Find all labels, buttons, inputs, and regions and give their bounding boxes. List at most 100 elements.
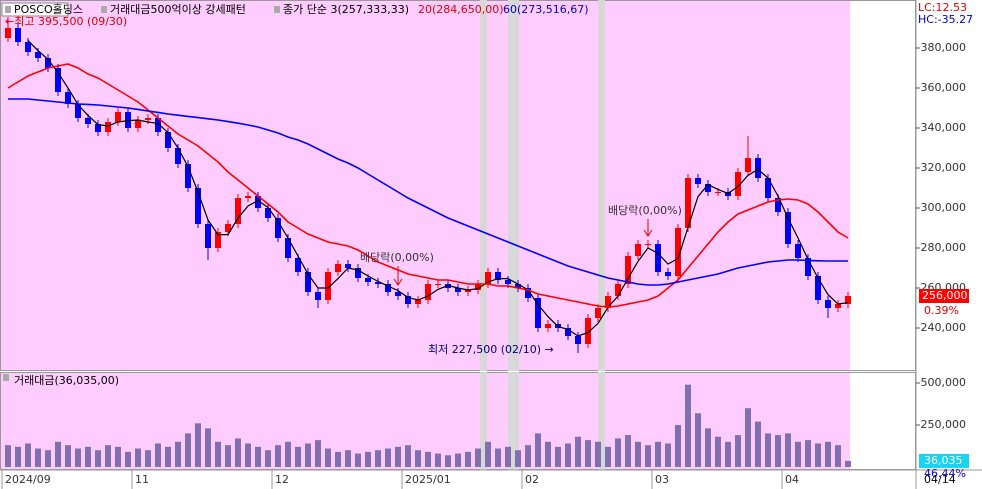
candle-body bbox=[265, 208, 271, 218]
holiday-band bbox=[508, 372, 519, 470]
volume-bar bbox=[5, 445, 11, 467]
candle-body bbox=[545, 324, 551, 328]
volume-bar bbox=[575, 436, 581, 467]
volume-bar bbox=[715, 436, 721, 467]
ratio-label: 46.44% bbox=[924, 467, 966, 480]
candle-body bbox=[205, 224, 211, 248]
candle-body bbox=[75, 104, 81, 118]
candle-body bbox=[65, 92, 71, 104]
candle-body bbox=[575, 336, 581, 344]
volume-bar bbox=[55, 441, 61, 467]
volume-bar bbox=[695, 413, 701, 467]
icon bbox=[274, 6, 280, 13]
volume-bar bbox=[455, 453, 461, 467]
candle-body bbox=[805, 258, 811, 276]
volume-bar bbox=[475, 448, 481, 467]
volume-bar bbox=[385, 448, 391, 467]
candle-body bbox=[415, 300, 421, 304]
icon bbox=[5, 6, 11, 13]
volume-bar bbox=[255, 446, 261, 467]
candle-body bbox=[225, 224, 231, 232]
volume-title: 거래대금(36,035,00) bbox=[14, 374, 119, 387]
candle-body bbox=[735, 172, 741, 196]
volume-bar bbox=[525, 445, 531, 467]
volume-bar bbox=[215, 441, 221, 467]
candle-body bbox=[175, 148, 181, 164]
volume-bar bbox=[245, 443, 251, 467]
volume-bar bbox=[595, 441, 601, 467]
candle-body bbox=[465, 290, 471, 292]
candle-body bbox=[235, 198, 241, 224]
candle-body bbox=[785, 212, 791, 244]
volume-bar bbox=[725, 441, 731, 467]
x-tick-label: 02 bbox=[525, 473, 539, 486]
candle-body bbox=[135, 120, 141, 128]
volume-bar bbox=[835, 445, 841, 467]
candle-body bbox=[825, 300, 831, 308]
dividend-annotation: 배당락(0,00%) bbox=[360, 251, 434, 264]
volume-bar bbox=[155, 443, 161, 467]
y-tick-label: 320,000 bbox=[921, 161, 967, 174]
candle-body bbox=[145, 118, 151, 120]
volume-bar bbox=[35, 448, 41, 467]
candle-body bbox=[345, 264, 351, 268]
candle-body bbox=[625, 256, 631, 284]
volume-bar bbox=[405, 445, 411, 467]
candle-body bbox=[245, 196, 251, 198]
y-tick-label: 250,000 bbox=[921, 418, 967, 431]
volume-bar bbox=[565, 443, 571, 467]
candle-body bbox=[645, 244, 651, 245]
volume-bar bbox=[285, 441, 291, 467]
volume-bar bbox=[775, 435, 781, 467]
volume-bar bbox=[205, 428, 211, 467]
dividend-arrow bbox=[393, 266, 403, 286]
chart-subtitle: 거래대금500억이상 강세패턴 bbox=[110, 3, 246, 16]
volume-bar bbox=[415, 450, 421, 467]
volume-bar bbox=[795, 441, 801, 467]
candle-body bbox=[745, 158, 751, 172]
volume-bar bbox=[395, 446, 401, 467]
volume-bar bbox=[25, 443, 31, 467]
volume-bar bbox=[65, 445, 71, 467]
candle-body bbox=[655, 244, 661, 272]
volume-bar bbox=[265, 450, 271, 467]
candle-body bbox=[35, 52, 41, 58]
volume-bar bbox=[505, 446, 511, 467]
volume-bar bbox=[105, 445, 111, 467]
volume-bar bbox=[335, 451, 341, 467]
volume-bar bbox=[645, 445, 651, 467]
candle-body bbox=[525, 288, 531, 298]
x-tick-label: 2024/09 bbox=[5, 473, 51, 486]
candle-body bbox=[195, 188, 201, 224]
volume-bar bbox=[785, 433, 791, 467]
holiday-band bbox=[508, 0, 519, 371]
candle-body bbox=[615, 284, 621, 296]
candle-body bbox=[685, 178, 691, 228]
volume-bar bbox=[115, 446, 121, 467]
candle-body bbox=[45, 58, 51, 68]
candle-body bbox=[635, 244, 641, 256]
volume-bar bbox=[15, 446, 21, 467]
candle-body bbox=[365, 278, 371, 282]
price-tag-label: 256,000 bbox=[922, 289, 968, 302]
dividend-annotation: 배당락(0,00%) bbox=[608, 204, 682, 217]
volume-bar bbox=[195, 423, 201, 467]
volume-bar bbox=[815, 443, 821, 467]
volume-bar bbox=[555, 446, 561, 467]
ma-line bbox=[8, 98, 848, 286]
volume-bar bbox=[175, 441, 181, 467]
ma-line bbox=[27, 40, 849, 337]
volume-bar bbox=[805, 440, 811, 467]
volume-bar bbox=[365, 451, 371, 467]
holiday-band bbox=[480, 0, 487, 371]
volume-bar bbox=[325, 448, 331, 467]
candle-body bbox=[475, 284, 481, 290]
candle-body bbox=[85, 118, 91, 124]
candle-body bbox=[425, 284, 431, 300]
volume-bar bbox=[435, 453, 441, 467]
holiday-band bbox=[598, 0, 605, 371]
change-label: 0.39% bbox=[924, 304, 959, 317]
icon bbox=[3, 374, 9, 381]
